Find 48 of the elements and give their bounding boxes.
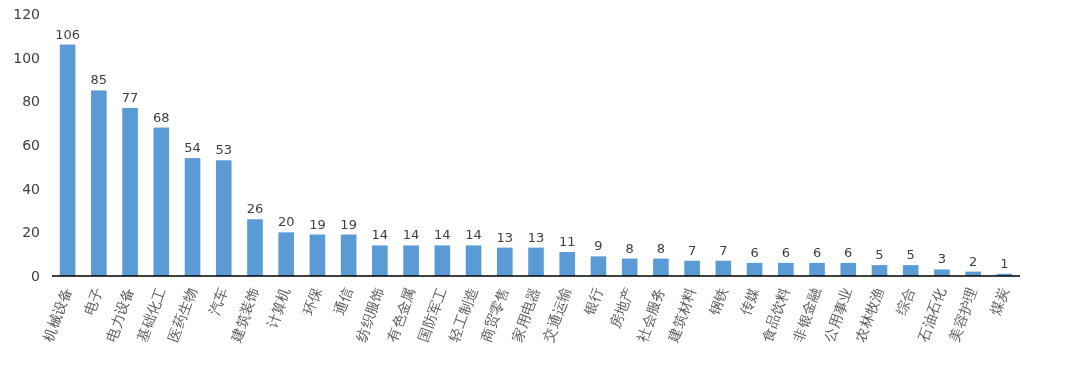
- data-label: 77: [121, 89, 139, 105]
- data-label: 53: [215, 142, 233, 158]
- data-label: 14: [402, 227, 420, 243]
- data-label: 14: [434, 227, 451, 243]
- data-label: 6: [812, 244, 822, 260]
- y-tick-label: 120: [13, 6, 40, 22]
- data-label: 7: [719, 242, 728, 258]
- x-tick-label: 医药生物: [165, 285, 200, 344]
- data-label: 6: [844, 244, 853, 260]
- x-tick-label: 银行: [580, 285, 606, 319]
- x-tick-label: 煤炭: [986, 285, 1012, 318]
- data-label: 5: [906, 247, 915, 263]
- data-label: 54: [184, 140, 201, 156]
- x-tick-label: 有色金属: [383, 285, 418, 344]
- x-tick-label: 计算机: [263, 285, 294, 331]
- data-label: 68: [153, 109, 170, 125]
- data-label: 5: [875, 247, 884, 263]
- data-label: 9: [594, 238, 603, 254]
- y-tick-label: 60: [22, 137, 40, 153]
- data-label: 11: [558, 233, 576, 249]
- y-tick-label: 20: [22, 224, 40, 241]
- data-label: 3: [937, 251, 947, 267]
- x-tick-label: 机械设备: [40, 285, 75, 344]
- y-tick-label: 40: [22, 180, 40, 197]
- data-label: 13: [496, 229, 514, 245]
- data-label: 20: [277, 214, 295, 230]
- data-label: 6: [781, 244, 790, 260]
- data-label: 8: [656, 240, 666, 256]
- data-label: 13: [527, 229, 545, 245]
- data-label: 7: [687, 242, 697, 258]
- data-label: 14: [465, 227, 482, 243]
- data-label: 1: [1000, 255, 1009, 271]
- data-label: 19: [309, 216, 326, 232]
- data-label: 19: [340, 216, 357, 232]
- data-label: 8: [625, 240, 634, 256]
- x-tick-label: 环保: [299, 285, 325, 318]
- data-label: 14: [371, 227, 389, 243]
- y-tick-label: 100: [13, 49, 40, 66]
- x-tick-label: 通信: [330, 285, 356, 318]
- data-label: 2: [969, 253, 978, 269]
- x-tick-label: 钢铁: [705, 285, 731, 319]
- x-tick-label: 农林牧渔: [852, 285, 887, 344]
- y-tick-label: 0: [31, 268, 40, 284]
- y-tick-label: 80: [22, 93, 40, 110]
- data-label: 26: [246, 201, 264, 217]
- data-label: 85: [90, 72, 108, 88]
- data-label: 106: [55, 26, 81, 42]
- data-label: 6: [750, 244, 759, 260]
